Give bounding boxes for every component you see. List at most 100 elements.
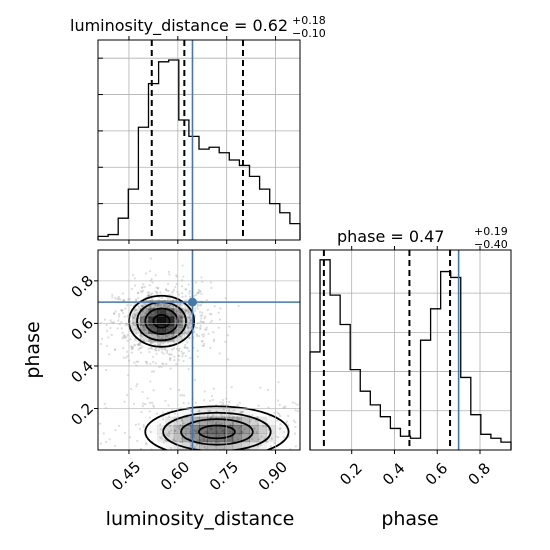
joint-sample-point-963 bbox=[168, 353, 172, 356]
joint-sample-point-1267 bbox=[187, 368, 190, 371]
joint-sample-point-209 bbox=[313, 439, 315, 441]
joint-sample-point-1119 bbox=[154, 290, 157, 293]
joint-sample-point-94 bbox=[142, 283, 145, 286]
joint-sample-point-88 bbox=[197, 303, 200, 306]
joint-sample-point-573 bbox=[173, 334, 176, 337]
joint-sample-point-65 bbox=[221, 398, 225, 402]
joint-sample-point-50 bbox=[184, 453, 186, 455]
joint-sample-point-1291 bbox=[185, 346, 189, 349]
joint-sample-point-220 bbox=[157, 334, 160, 337]
joint-sample-point-494 bbox=[178, 427, 181, 430]
joint-density-cell-7-2 bbox=[156, 425, 166, 434]
joint-sample-point-31 bbox=[120, 327, 123, 330]
joint-sample-point-890 bbox=[232, 423, 235, 426]
joint-density-cell-6-16 bbox=[148, 308, 158, 318]
joint-sample-point-725 bbox=[160, 453, 162, 455]
phase-bin-2 bbox=[330, 295, 340, 450]
joint-sample-point-253 bbox=[150, 347, 154, 350]
joint-sample-point-969 bbox=[197, 288, 200, 292]
joint-sample-point-781 bbox=[171, 291, 174, 294]
joint-sample-point-566 bbox=[294, 445, 298, 448]
joint-sample-point-339 bbox=[121, 331, 124, 335]
joint-sample-point-951 bbox=[122, 356, 125, 359]
joint-sample-point-1096 bbox=[108, 353, 111, 356]
joint-density-cell-8-0 bbox=[165, 441, 175, 450]
joint-sample-point-385 bbox=[186, 332, 189, 336]
joint-sample-point-262 bbox=[135, 385, 138, 388]
joint-sample-point-1031 bbox=[123, 400, 126, 403]
joint-density-cell-7-14 bbox=[156, 325, 166, 334]
joint-sample-point-360 bbox=[187, 330, 191, 333]
joint-sample-point-468 bbox=[187, 283, 190, 286]
joint-sample-point-1356 bbox=[105, 323, 108, 327]
joint-sample-point-241 bbox=[188, 337, 191, 340]
joint-sample-point-276 bbox=[142, 324, 145, 328]
joint-sample-point-928 bbox=[212, 338, 216, 341]
joint-sample-point-814 bbox=[120, 309, 124, 312]
joint-xtick-label-3: 0.90 bbox=[255, 458, 291, 494]
joint-sample-point-444 bbox=[105, 368, 108, 372]
joint-density-cell-13-2 bbox=[207, 425, 217, 434]
joint-sample-point-683 bbox=[59, 426, 61, 428]
joint-sample-point-181 bbox=[126, 339, 129, 342]
joint-sample-point-1215 bbox=[182, 316, 185, 319]
joint-sample-point-383 bbox=[167, 430, 171, 434]
luminosity-distance-frame bbox=[97, 39, 301, 241]
joint-sample-point-486 bbox=[156, 343, 160, 347]
joint-sample-point-761 bbox=[302, 396, 304, 398]
joint-sample-point-693 bbox=[189, 319, 192, 323]
joint-density-cell-18-1 bbox=[249, 433, 259, 443]
luminosity-distance-title-minus: −0.10 bbox=[292, 27, 326, 40]
joint-sample-point-237 bbox=[210, 286, 213, 290]
joint-sample-point-323 bbox=[251, 413, 254, 417]
joint-sample-point-302 bbox=[129, 436, 132, 439]
joint-contour-mode1-level1 bbox=[180, 418, 254, 446]
joint-sample-point-138 bbox=[179, 310, 182, 314]
joint-sample-point-1013 bbox=[240, 411, 244, 414]
joint-sample-point-784 bbox=[196, 355, 199, 358]
phase-bin-7 bbox=[380, 417, 390, 450]
joint-sample-point-199 bbox=[145, 308, 149, 311]
joint-sample-point-1129 bbox=[154, 274, 157, 277]
joint-sample-point-669 bbox=[130, 351, 134, 354]
joint-sample-point-631 bbox=[140, 335, 143, 338]
joint-sample-point-957 bbox=[113, 312, 116, 315]
joint-sample-point-536 bbox=[169, 387, 172, 390]
joint-contour-mode1-level0 bbox=[198, 424, 236, 440]
joint-sample-point-515 bbox=[202, 453, 204, 455]
joint-sample-point-1352 bbox=[217, 453, 219, 455]
joint-sample-point-978 bbox=[224, 297, 227, 300]
joint-sample-point-346 bbox=[126, 304, 129, 307]
joint-sample-point-1289 bbox=[256, 415, 259, 419]
joint-sample-point-1086 bbox=[224, 340, 227, 343]
joint-density-cell-6-14 bbox=[148, 325, 158, 334]
joint-sample-point-712 bbox=[213, 305, 216, 308]
joint-sample-point-1006 bbox=[143, 285, 146, 289]
joint-sample-point-55 bbox=[197, 291, 200, 294]
joint-sample-point-650 bbox=[207, 455, 209, 457]
joint-sample-point-111 bbox=[122, 299, 126, 302]
joint-density-cell-17-4 bbox=[241, 408, 250, 418]
joint-sample-point-1334 bbox=[232, 415, 236, 419]
joint-density-cell-7-15 bbox=[156, 316, 166, 326]
joint-sample-point-517 bbox=[167, 289, 170, 292]
joint-sample-point-932 bbox=[236, 403, 239, 406]
joint-sample-point-1093 bbox=[204, 328, 207, 331]
joint-sample-point-378 bbox=[184, 295, 187, 298]
joint-sample-point-535 bbox=[137, 297, 140, 300]
joint-sample-point-306 bbox=[168, 353, 171, 356]
joint-density-cell-19-0 bbox=[257, 441, 267, 450]
joint-sample-point-97 bbox=[151, 341, 155, 344]
joint-sample-point-1080 bbox=[173, 359, 176, 362]
joint-sample-point-177 bbox=[182, 359, 185, 363]
joint-sample-point-671 bbox=[238, 426, 241, 430]
joint-sample-point-741 bbox=[185, 299, 188, 302]
joint-sample-point-366 bbox=[187, 316, 191, 319]
joint-sample-point-354 bbox=[182, 332, 186, 335]
luminosity-distance-bin-9 bbox=[189, 136, 199, 240]
joint-sample-point-260 bbox=[311, 414, 313, 416]
joint-sample-point-706 bbox=[218, 318, 221, 321]
joint-sample-point-665 bbox=[241, 430, 245, 434]
joint-ytick-label-0: 0.2 bbox=[68, 399, 98, 429]
